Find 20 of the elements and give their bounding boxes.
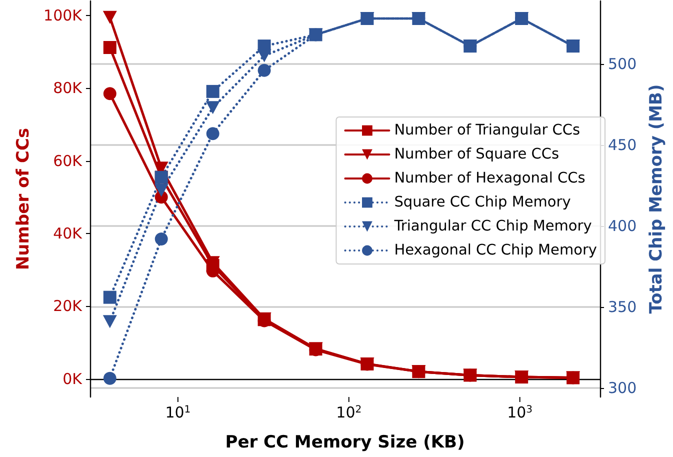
y2-tick-label: 500 xyxy=(608,54,637,73)
y2-tick-label: 400 xyxy=(608,216,637,235)
y2-tick-label: 350 xyxy=(608,298,637,316)
legend-label: Triangular CC Chip Memory xyxy=(393,218,592,234)
y-axis-title: Number of CCs xyxy=(14,128,34,270)
legend-label: Number of Hexagonal CCs xyxy=(394,170,586,186)
y2-tick-label: 450 xyxy=(608,136,637,154)
y-tick-label: 40K xyxy=(53,224,84,243)
y-tick-label: 20K xyxy=(53,297,84,316)
legend-label: Square CC Chip Memory xyxy=(394,194,572,210)
y-tick-label: 80K xyxy=(53,79,84,98)
y-tick-label: 0K xyxy=(62,370,84,388)
legend-label: Number of Square CCs xyxy=(394,146,560,162)
y2-tick-label: 300 xyxy=(608,379,637,398)
y2-axis-title: Total Chip Memory (MB) xyxy=(646,84,666,314)
x-axis-title: Per CC Memory Size (KB) xyxy=(225,432,465,452)
legend-label: Number of Triangular CCs xyxy=(394,122,580,138)
y-tick-label: 60K xyxy=(53,152,84,170)
legend-label: Hexagonal CC Chip Memory xyxy=(394,242,598,258)
y-tick-label: 100K xyxy=(44,6,84,25)
